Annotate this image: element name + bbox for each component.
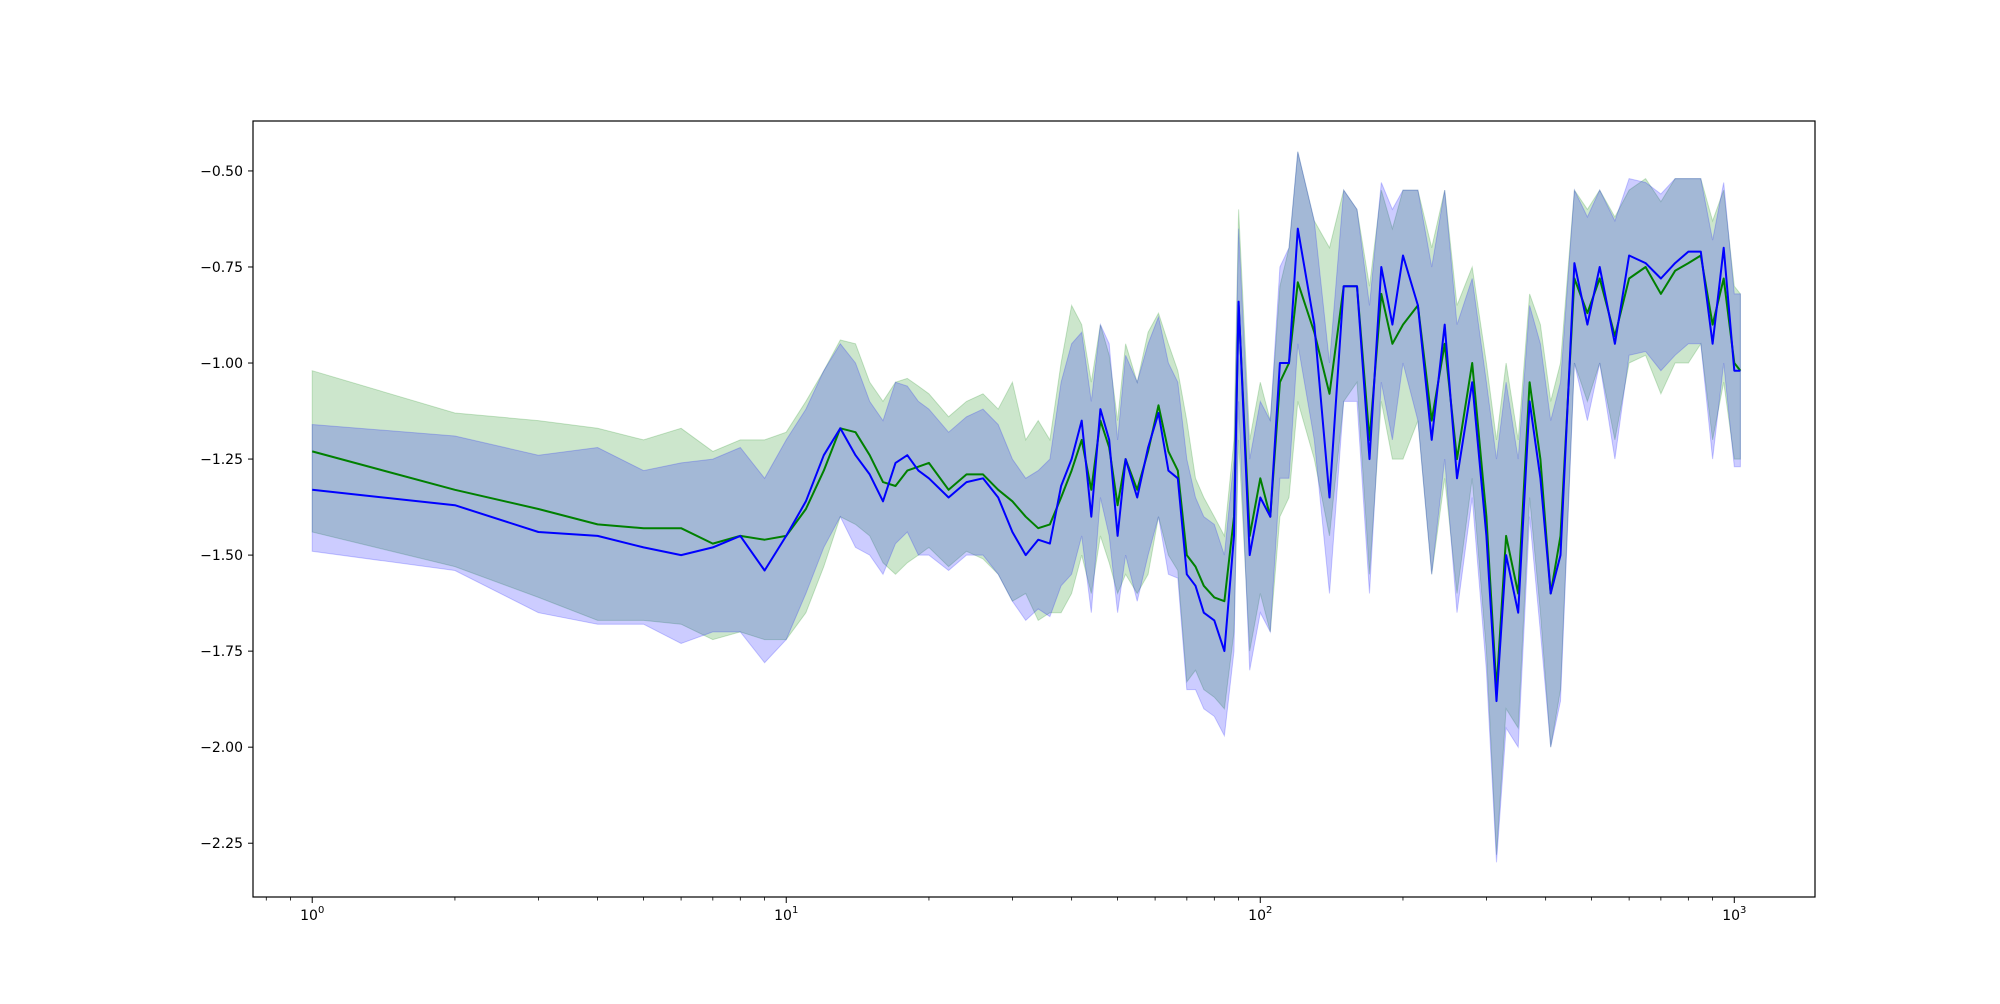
confidence-band-1 [311, 151, 1741, 855]
y-tick-label: −1.75 [200, 644, 243, 660]
y-tick-label: −1.25 [200, 452, 243, 468]
series-lines [311, 227, 1742, 703]
confidence-band-2 [311, 151, 1741, 863]
confidence-bands [311, 151, 1741, 863]
y-tick-label: −0.50 [200, 164, 243, 180]
y-tick-label: −1.50 [200, 548, 243, 564]
x-axis: 100 101 102 103 [265, 897, 1746, 924]
y-tick-label: −2.00 [200, 740, 243, 756]
y-axis: −0.50 −0.75 −1.00 −1.25 −1.50 −1.75 −2.00 −2.25 [200, 164, 253, 852]
plot-frame [252, 120, 1816, 898]
y-tick-label: −1.00 [200, 356, 243, 372]
x-tick-label: 102 [1248, 905, 1272, 924]
x-tick-label: 101 [774, 905, 798, 924]
x-tick-label: 103 [1722, 905, 1746, 924]
y-tick-label: −2.25 [200, 836, 243, 852]
series-line-1 [311, 254, 1742, 691]
series-line-2 [312, 227, 1741, 703]
x-tick-label: 100 [300, 905, 324, 924]
y-tick-label: −0.75 [200, 260, 243, 276]
